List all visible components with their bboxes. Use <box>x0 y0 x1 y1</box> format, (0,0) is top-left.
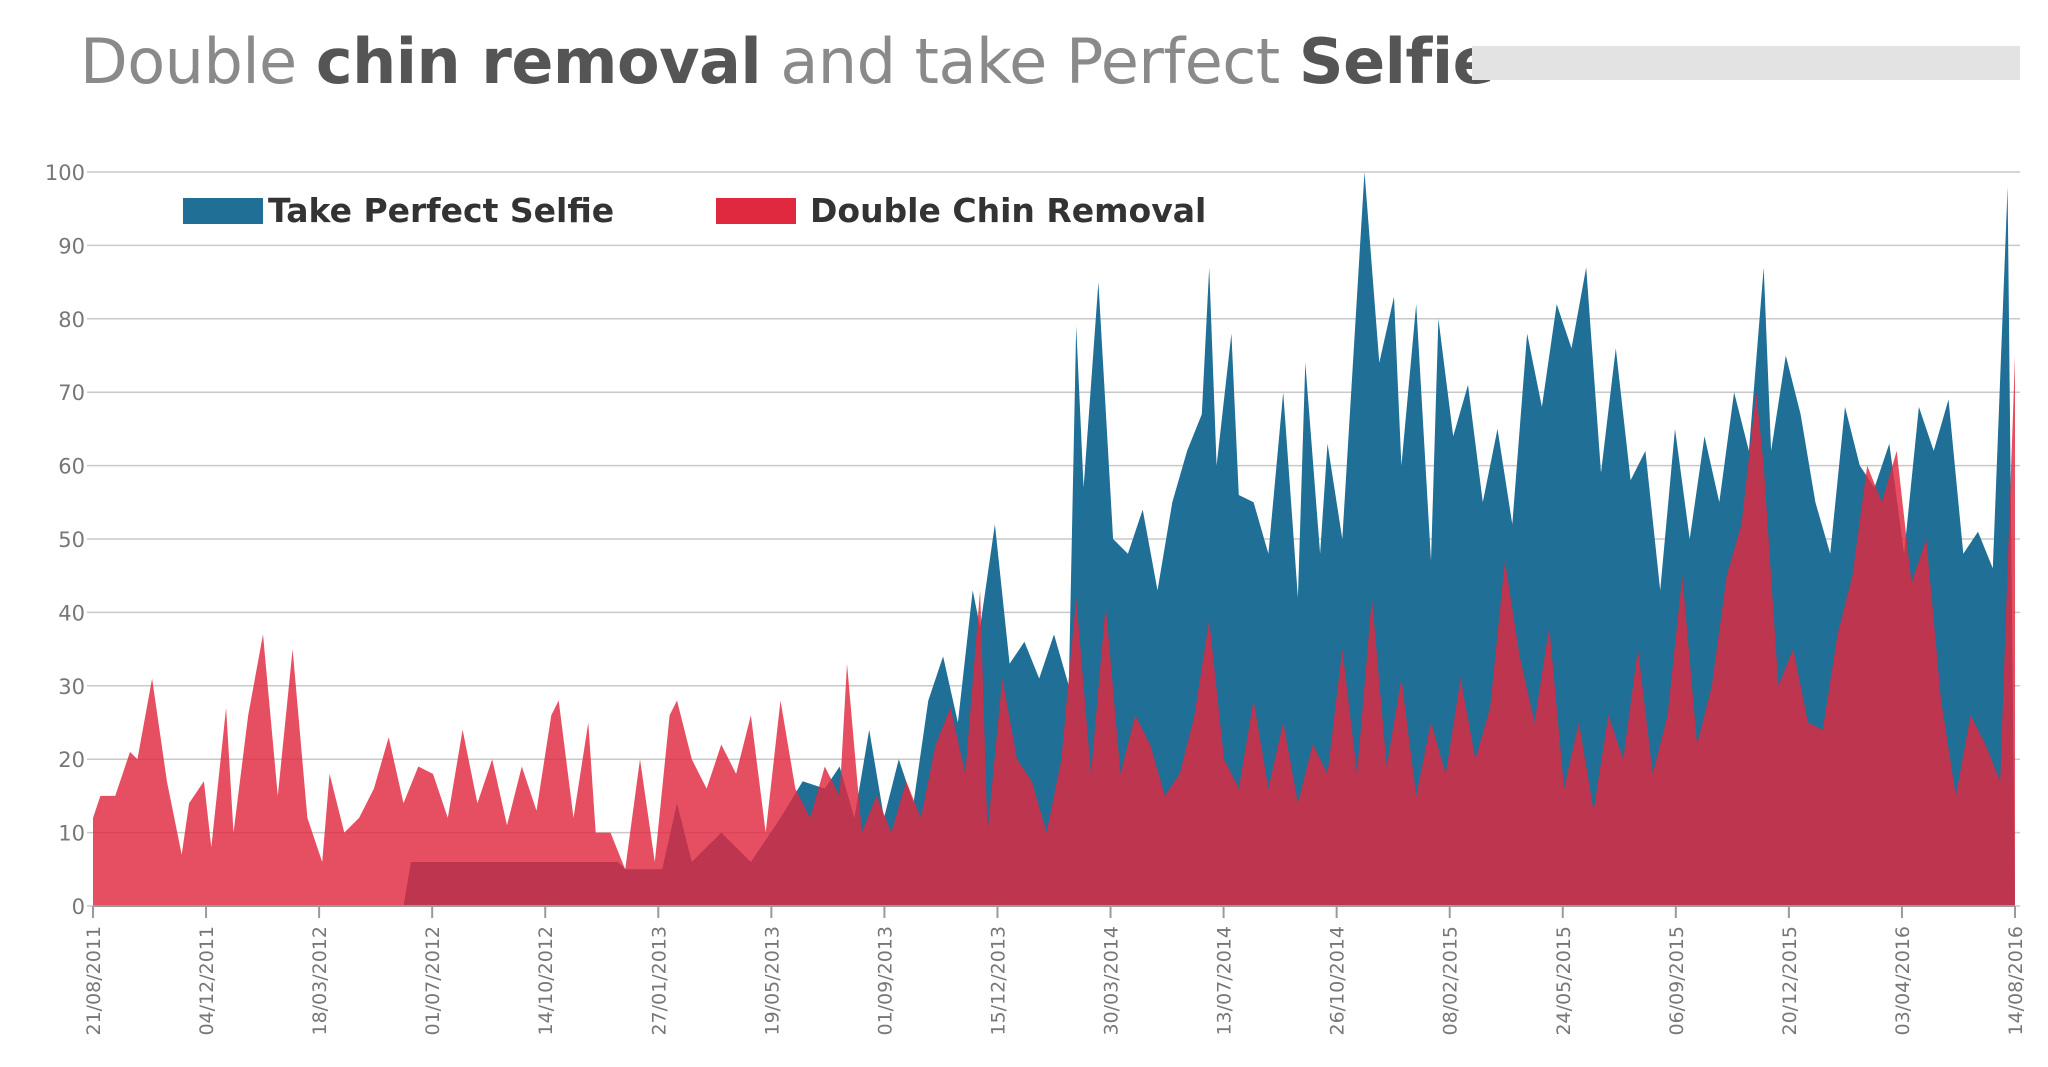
x-tick-label-1: 04/12/2011 <box>196 926 218 1036</box>
x-tick-label-3: 01/07/2012 <box>422 926 444 1036</box>
y-tick-label-30: 30 <box>58 675 85 699</box>
legend-swatch-1 <box>716 198 796 224</box>
y-tick-label-0: 0 <box>72 895 85 919</box>
y-axis: 0 10 20 30 40 50 60 70 80 90 100 <box>45 161 85 919</box>
x-tick-label-14: 06/09/2015 <box>1666 926 1688 1036</box>
x-tick-label-5: 27/01/2013 <box>648 926 670 1036</box>
x-tick-label-13: 24/05/2015 <box>1553 926 1575 1036</box>
y-tick-label-70: 70 <box>58 381 85 405</box>
x-tick-label-0: 21/08/2011 <box>83 926 105 1036</box>
x-tick-label-4: 14/10/2012 <box>535 926 557 1036</box>
title-decoration-bar <box>1472 46 2020 80</box>
x-tick-label-2: 18/03/2012 <box>309 926 331 1036</box>
title-part-4: Selfie <box>1298 25 1495 98</box>
legend-swatch-0 <box>183 198 263 224</box>
x-tick-label-12: 08/02/2015 <box>1440 926 1462 1036</box>
x-tick-label-11: 26/10/2014 <box>1327 926 1349 1036</box>
y-tick-label-90: 90 <box>58 234 85 258</box>
x-tick-label-17: 14/08/2016 <box>2005 926 2027 1036</box>
chart-title: Double chin removal and take Perfect Sel… <box>80 22 1495 102</box>
x-tick-label-16: 03/04/2016 <box>1892 926 1914 1036</box>
y-tick-label-60: 60 <box>58 455 85 479</box>
title-part-2: chin removal <box>315 25 762 98</box>
y-tick-label-20: 20 <box>58 748 85 772</box>
title-part-1: Double <box>80 25 316 98</box>
x-tick-label-10: 13/07/2014 <box>1214 926 1236 1036</box>
plot-areas <box>93 172 2015 906</box>
x-tick-label-7: 01/09/2013 <box>874 926 896 1036</box>
x-tick-label-8: 15/12/2013 <box>987 926 1009 1036</box>
x-tick-label-9: 30/03/2014 <box>1101 926 1123 1036</box>
y-tick-label-40: 40 <box>58 601 85 625</box>
y-tick-label-100: 100 <box>45 161 85 185</box>
title-part-3: and take Perfect <box>761 25 1299 98</box>
x-axis: 21/08/2011 04/12/2011 18/03/2012 01/07/2012… <box>83 905 2027 1036</box>
legend-label-1: Double Chin Removal <box>810 191 1206 230</box>
legend: Take Perfect Selfie Double Chin Removal <box>183 191 1206 230</box>
y-tick-label-80: 80 <box>58 308 85 332</box>
x-tick-label-6: 19/05/2013 <box>761 926 783 1036</box>
x-tick-label-15: 20/12/2015 <box>1779 926 1801 1036</box>
legend-label-0: Take Perfect Selfie <box>268 191 614 230</box>
y-tick-label-10: 10 <box>58 822 85 846</box>
y-tick-label-50: 50 <box>58 528 85 552</box>
area-series-double-chin-removal <box>93 355 2015 906</box>
